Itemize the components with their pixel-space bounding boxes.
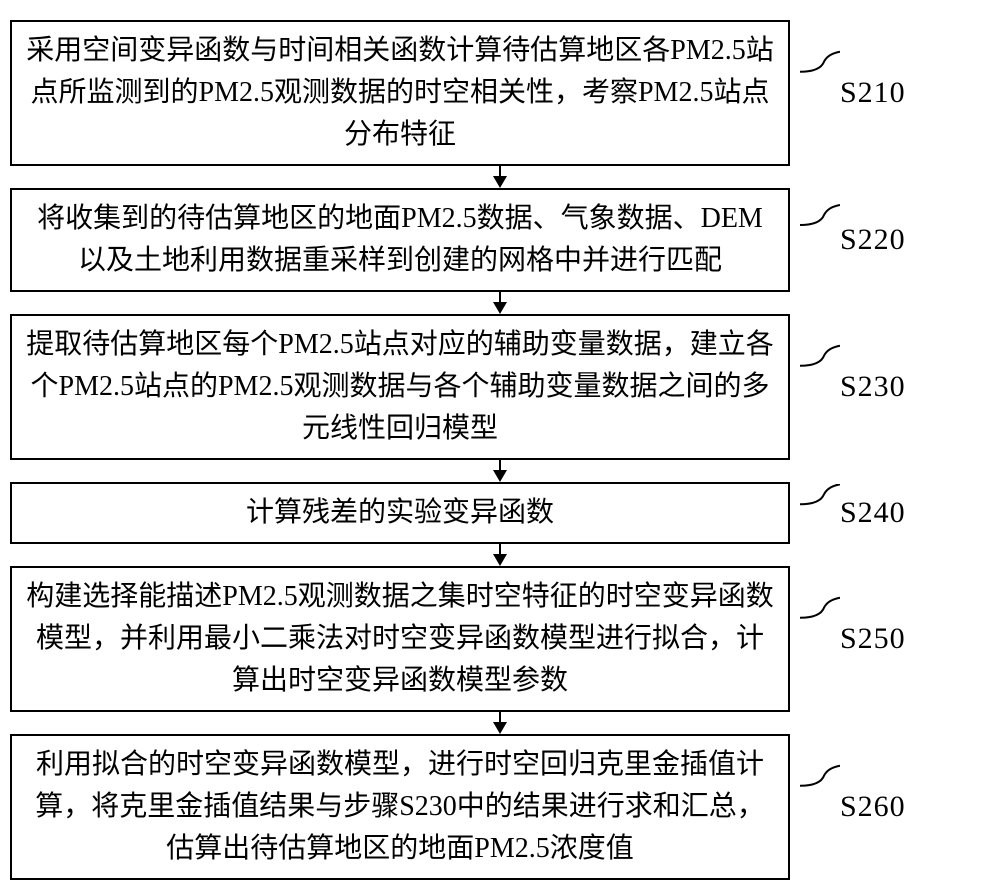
flow-step-box: 将收集到的待估算地区的地面PM2.5数据、气象数据、DEM以及土地利用数据重采样…: [10, 188, 790, 292]
step-label-group: S210: [800, 22, 906, 164]
flow-arrow: [110, 166, 890, 188]
flow-arrow: [110, 292, 890, 314]
flow-step-box: 利用拟合的时空变异函数模型，进行时空回归克里金插值计算，将克里金插值结果与步骤S…: [10, 734, 790, 880]
flow-step-row: 将收集到的待估算地区的地面PM2.5数据、气象数据、DEM以及土地利用数据重采样…: [10, 188, 990, 292]
step-label-group: S260: [800, 736, 906, 878]
flow-arrow: [110, 712, 890, 734]
flow-step-box: 提取待估算地区每个PM2.5站点对应的辅助变量数据，建立各个PM2.5站点的PM…: [10, 314, 790, 460]
step-label-group: S220: [800, 190, 906, 290]
flow-step-row: 计算残差的实验变异函数 S240: [10, 482, 990, 544]
flow-step-row: 构建选择能描述PM2.5观测数据之集时空特征的时空变异函数模型，并利用最小二乘法…: [10, 566, 990, 712]
step-label: S250: [840, 622, 906, 656]
flow-step-box: 计算残差的实验变异函数: [10, 482, 790, 544]
flowchart-container: 采用空间变异函数与时间相关函数计算待估算地区各PM2.5站点所监测到的PM2.5…: [10, 20, 990, 880]
flow-step-box: 构建选择能描述PM2.5观测数据之集时空特征的时空变异函数模型，并利用最小二乘法…: [10, 566, 790, 712]
step-label-group: S250: [800, 568, 906, 710]
step-label: S220: [840, 223, 906, 257]
step-label-group: S230: [800, 316, 906, 458]
flow-step-box: 采用空间变异函数与时间相关函数计算待估算地区各PM2.5站点所监测到的PM2.5…: [10, 20, 790, 166]
step-label: S210: [840, 76, 906, 110]
flow-step-row: 提取待估算地区每个PM2.5站点对应的辅助变量数据，建立各个PM2.5站点的PM…: [10, 314, 990, 460]
step-label: S240: [840, 496, 906, 530]
flow-step-row: 利用拟合的时空变异函数模型，进行时空回归克里金插值计算，将克里金插值结果与步骤S…: [10, 734, 990, 880]
step-label-group: S240: [800, 484, 906, 542]
step-label: S230: [840, 370, 906, 404]
flow-arrow: [110, 544, 890, 566]
step-label: S260: [840, 790, 906, 824]
flow-arrow: [110, 460, 890, 482]
flow-step-row: 采用空间变异函数与时间相关函数计算待估算地区各PM2.5站点所监测到的PM2.5…: [10, 20, 990, 166]
